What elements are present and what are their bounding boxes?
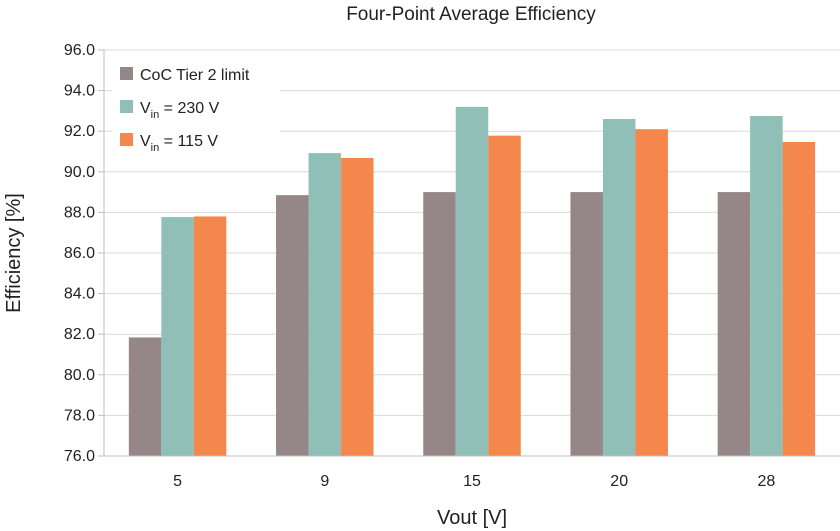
x-tick-label: 20 bbox=[610, 473, 628, 490]
y-tick-label: 94.0 bbox=[64, 83, 95, 100]
bars bbox=[128, 106, 816, 457]
bar-coc-tier-2-limit-9 bbox=[276, 195, 309, 456]
axes: 76.0 78.0 80.0 82.0 84.0 86.0 88.0 90.0 92.0 94.0… bbox=[64, 42, 840, 490]
y-tick-label: 78.0 bbox=[64, 407, 95, 424]
y-tick-label: 84.0 bbox=[64, 286, 95, 303]
x-tick-label: 28 bbox=[758, 473, 776, 490]
y-tick-label: 88.0 bbox=[64, 204, 95, 221]
bar-vin-115-v-15 bbox=[488, 135, 521, 456]
y-tick-label: 76.0 bbox=[64, 448, 95, 465]
x-tick-label: 15 bbox=[463, 473, 481, 490]
bar-vin-230-v-9 bbox=[308, 153, 342, 456]
bar-vin-115-v-20 bbox=[635, 129, 668, 457]
y-tick-label: 90.0 bbox=[64, 164, 95, 181]
bar-coc-tier-2-limit-5 bbox=[128, 337, 162, 456]
y-tick-label: 96.0 bbox=[64, 42, 95, 59]
legend-swatch bbox=[120, 133, 133, 146]
legend-label: CoC Tier 2 limit bbox=[140, 67, 250, 84]
bar-vin-115-v-9 bbox=[341, 157, 374, 456]
bar-vin-230-v-5 bbox=[161, 217, 194, 456]
x-tick-label: 9 bbox=[320, 473, 329, 490]
x-tick-label: 5 bbox=[173, 473, 182, 490]
legend-swatch bbox=[120, 100, 133, 113]
y-tick-label: 92.0 bbox=[64, 123, 95, 140]
y-tick-label: 82.0 bbox=[64, 326, 95, 343]
bar-vin-230-v-15 bbox=[455, 106, 489, 456]
chart-title: Four-Point Average Efficiency bbox=[346, 4, 596, 25]
y-tick-label: 80.0 bbox=[64, 367, 95, 384]
bar-vin-115-v-5 bbox=[193, 216, 227, 456]
legend-swatch bbox=[120, 67, 133, 80]
x-axis-title: Vout [V] bbox=[437, 507, 507, 529]
legend-background bbox=[112, 58, 280, 158]
legend-label: Vin = 230 V bbox=[140, 100, 220, 121]
bar-coc-tier-2-limit-28 bbox=[717, 192, 751, 456]
legend: CoC Tier 2 limit Vin = 230 V Vin = 115 V bbox=[112, 58, 280, 158]
bar-vin-115-v-28 bbox=[782, 141, 816, 457]
y-axis-title: Efficiency [%] bbox=[3, 193, 25, 313]
bar-coc-tier-2-limit-20 bbox=[570, 192, 603, 456]
y-tick-label: 86.0 bbox=[64, 245, 95, 262]
bar-vin-230-v-28 bbox=[750, 115, 783, 456]
legend-label: Vin = 115 V bbox=[140, 133, 218, 154]
bar-vin-230-v-20 bbox=[602, 119, 636, 457]
bar-coc-tier-2-limit-15 bbox=[423, 192, 456, 456]
